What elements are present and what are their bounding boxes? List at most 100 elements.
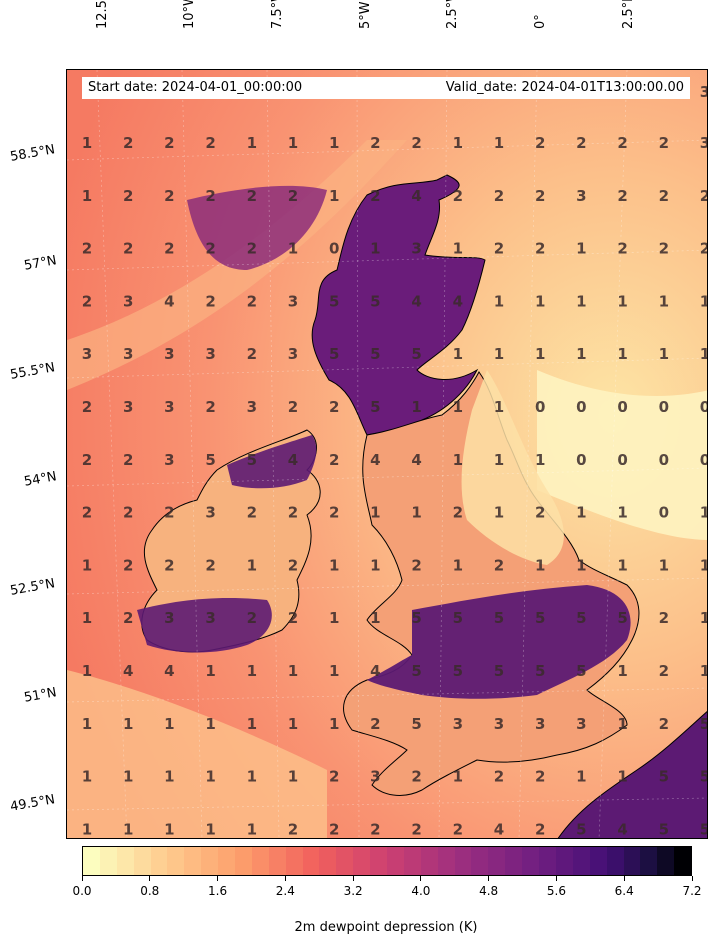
grid-value: 1 [205, 715, 215, 733]
grid-value: 2 [247, 292, 257, 310]
grid-value: 2 [247, 345, 257, 363]
grid-value: 5 [453, 609, 463, 627]
grid-value: 2 [205, 240, 215, 258]
lat-label: 51°N [22, 685, 58, 706]
colorbar-segment [437, 847, 455, 875]
grid-value: 1 [205, 768, 215, 786]
sea-band [67, 670, 327, 838]
grid-value: 5 [370, 345, 380, 363]
grid-value: 1 [494, 451, 504, 469]
grid-value: 1 [453, 134, 463, 152]
grid-value: 2 [494, 556, 504, 574]
grid-value: 2 [247, 609, 257, 627]
grid-value: 4 [370, 451, 380, 469]
colorbar-tick-mark [488, 876, 490, 881]
colorbar-segment [99, 847, 117, 875]
grid-value: 3 [123, 292, 133, 310]
grid-value: 1 [617, 768, 627, 786]
grid-value: 2 [370, 715, 380, 733]
grid-value: 2 [370, 134, 380, 152]
colorbar-tick-mark [623, 876, 625, 881]
grid-value: 1 [659, 345, 669, 363]
sea-dry-region [187, 185, 327, 270]
grid-value: 0 [617, 398, 627, 416]
grid-value: 1 [700, 292, 708, 310]
lon-label: 7.5°W [270, 0, 285, 29]
grid-value: 1 [494, 398, 504, 416]
grid-value: 3 [82, 345, 92, 363]
grid-value: 1 [329, 715, 339, 733]
colorbar-segment [353, 847, 371, 875]
grid-value: 2 [494, 187, 504, 205]
grid-value: 5 [494, 609, 504, 627]
grid-value: 2 [659, 134, 669, 152]
grid-value: 1 [494, 345, 504, 363]
grid-value: 1 [370, 240, 380, 258]
grid-value: 1 [82, 134, 92, 152]
colorbar-segment [268, 847, 286, 875]
grid-value: 5 [494, 662, 504, 680]
grid-value: 2 [659, 240, 669, 258]
grid-value: 2 [535, 504, 545, 522]
grid-value: 5 [329, 292, 339, 310]
grid-value: 1 [370, 504, 380, 522]
grid-value: 1 [494, 292, 504, 310]
grid-value: 2 [659, 187, 669, 205]
colorbar-tick-mark [284, 876, 286, 881]
colorbar-segment [150, 847, 168, 875]
grid-value: 4 [164, 662, 174, 680]
grid-value: 1 [288, 662, 298, 680]
grid-value: 1 [329, 609, 339, 627]
grid-value: 3 [576, 187, 586, 205]
colorbar-segment [251, 847, 269, 875]
grid-value: 1 [247, 768, 257, 786]
grid-value: 5 [576, 662, 586, 680]
grid-value: 2 [288, 187, 298, 205]
colorbar-segment [522, 847, 540, 875]
grid-value: 3 [288, 292, 298, 310]
grid-value: 1 [535, 345, 545, 363]
colorbar-tick-mark [217, 876, 219, 881]
grid-value: 2 [164, 240, 174, 258]
grid-value: 0 [659, 451, 669, 469]
grid-value: 4 [288, 451, 298, 469]
grid-value: 2 [617, 134, 627, 152]
grid-value: 1 [659, 292, 669, 310]
colorbar-segment [471, 847, 489, 875]
grid-value: 2 [411, 820, 421, 838]
grid-value: 1 [82, 662, 92, 680]
grid-value: 5 [659, 768, 669, 786]
grid-value: 1 [453, 451, 463, 469]
grid-value: 1 [164, 768, 174, 786]
grid-value: 3 [576, 715, 586, 733]
grid-value: 2 [205, 187, 215, 205]
grid-value: 3 [164, 609, 174, 627]
grid-value: 5 [329, 345, 339, 363]
grid-value: 3 [164, 451, 174, 469]
grid-value: 1 [453, 345, 463, 363]
colorbar-segment [572, 847, 590, 875]
grid-value: 1 [535, 451, 545, 469]
colorbar-segment [201, 847, 219, 875]
grid-value: 3 [205, 504, 215, 522]
grid-value: 2 [82, 451, 92, 469]
lat-label: 57°N [22, 253, 58, 274]
colorbar-segment [488, 847, 506, 875]
grid-value: 1 [288, 715, 298, 733]
grid-value: 1 [82, 715, 92, 733]
colorbar-tick-label: 1.6 [208, 884, 228, 898]
grid-value: 1 [370, 609, 380, 627]
grid-value: 2 [82, 504, 92, 522]
grid-value: 3 [700, 83, 708, 101]
colorbar-segment [370, 847, 388, 875]
start-date-label: Start date: 2024-04-01_00:00:00 [88, 80, 303, 95]
grid-value: 2 [700, 240, 708, 258]
colorbar-segment [606, 847, 624, 875]
grid-value: 1 [411, 504, 421, 522]
grid-value: 2 [205, 556, 215, 574]
grid-value: 1 [123, 820, 133, 838]
colorbar-segment [657, 847, 675, 875]
colorbar-segment [319, 847, 337, 875]
grid-value: 5 [700, 768, 708, 786]
grid-value: 1 [535, 556, 545, 574]
